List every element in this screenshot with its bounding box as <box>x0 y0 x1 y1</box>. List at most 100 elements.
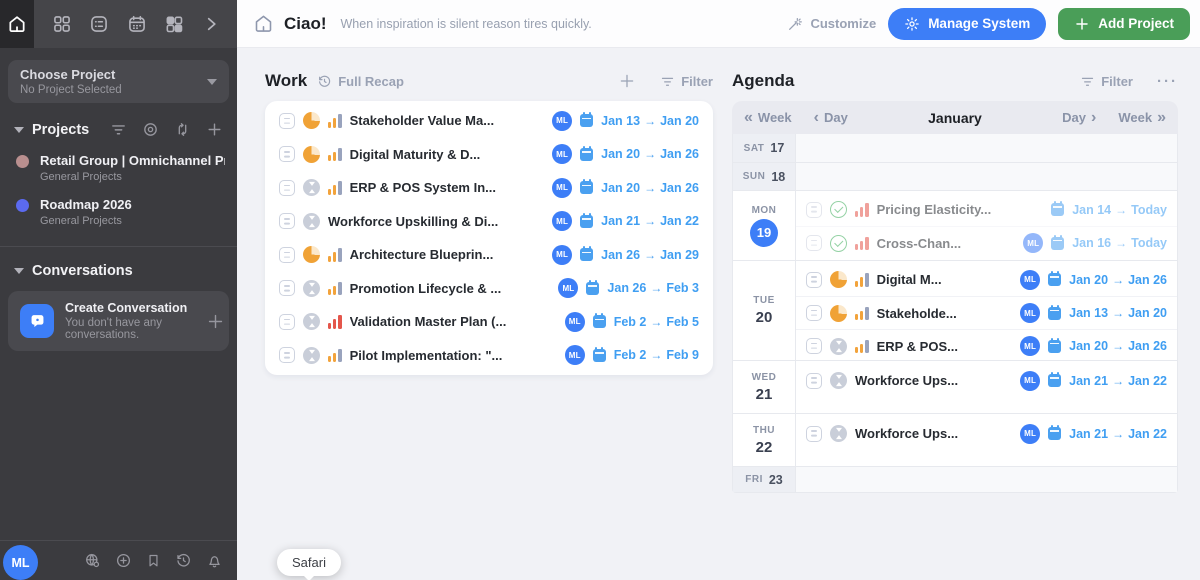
apps-grid-icon[interactable] <box>52 14 72 34</box>
agenda-item-row[interactable]: Pricing Elasticity... Jan 14 → Today <box>796 193 1177 226</box>
task-row[interactable]: Workforce Upskilling & Di... ML Jan 21 → J… <box>265 205 713 239</box>
today-badge: 19 <box>750 218 778 247</box>
add-circle-icon[interactable] <box>115 552 132 569</box>
task-row[interactable]: Architecture Blueprin... ML Jan 26 → Jan 2… <box>265 238 713 272</box>
bookmark-icon[interactable] <box>146 552 161 569</box>
task-row[interactable]: ERP & POS System In... ML Jan 20 → Jan 26 <box>265 171 713 205</box>
arrow-icon: → <box>644 180 657 195</box>
chevron-left-icon: ‹ <box>813 108 819 126</box>
task-card-icon <box>279 213 295 230</box>
task-card-icon <box>279 246 295 263</box>
work-title: Work <box>265 71 308 90</box>
status-icon <box>830 337 847 355</box>
caret-down-icon[interactable] <box>14 268 24 279</box>
day-cell[interactable]: FRI 23 <box>733 467 796 492</box>
agenda-item-row[interactable]: Stakeholde... ML Jan 13 → Jan 20 <box>796 296 1177 329</box>
bell-icon[interactable] <box>206 552 223 569</box>
next-day-button[interactable]: Day › <box>1062 109 1096 127</box>
task-title: Promotion Lifecycle & ... <box>349 280 502 296</box>
create-conversation-card[interactable]: Create Conversation You don't have any c… <box>8 291 229 351</box>
sidebar: Choose Project No Project Selected Proje… <box>0 0 237 580</box>
assignee-avatar: ML <box>552 177 573 198</box>
date-start: Jan 16 <box>1072 236 1112 250</box>
agenda-filter-button[interactable]: Filter <box>1080 74 1133 89</box>
manage-system-button[interactable]: Manage System <box>888 7 1047 40</box>
add-project-button[interactable]: Add Project <box>1058 7 1190 40</box>
home-nav-button[interactable] <box>0 0 34 48</box>
task-list-icon[interactable] <box>89 14 109 34</box>
day-label: FRI <box>745 474 763 485</box>
agenda-nav-bar: « Week ‹ Day January Day › Week » <box>732 101 1178 134</box>
assignee-avatar: ML <box>1020 423 1041 444</box>
task-row[interactable]: Validation Master Plan (... ML Feb 2 → Feb… <box>265 305 713 339</box>
work-filter-button[interactable]: Filter <box>660 74 713 89</box>
agenda-item-row[interactable]: ERP & POS... ML Jan 20 → Jan 26 <box>796 329 1177 362</box>
date-start: Jan 21 <box>1069 373 1109 388</box>
prev-week-button[interactable]: « Week <box>744 109 792 127</box>
agenda-item-row[interactable]: Cross-Chan... ML Jan 16 → Today <box>796 226 1177 259</box>
globe-search-icon[interactable] <box>84 552 101 569</box>
full-recap-button[interactable]: Full Recap <box>317 74 404 89</box>
agenda-item-row[interactable]: Workforce Ups... ML Jan 21 → Jan 22 <box>796 417 1177 450</box>
day-number: 18 <box>771 169 786 184</box>
task-title: Stakeholde... <box>876 305 957 321</box>
project-item[interactable]: Roadmap 2026 General Projects <box>0 190 237 234</box>
sidebar-top-nav <box>0 0 237 48</box>
task-title: Digital Maturity & D... <box>349 146 481 162</box>
date-end: Jan 26 <box>660 147 699 162</box>
day-cell[interactable]: SUN 18 <box>733 163 796 190</box>
date-start: Jan 21 <box>601 214 641 229</box>
assignee-avatar: ML <box>564 345 585 366</box>
customize-button[interactable]: Customize <box>787 16 876 32</box>
next-week-button[interactable]: Week » <box>1118 109 1166 127</box>
task-title: Workforce Ups... <box>855 426 959 441</box>
next-day-label: Day <box>1062 110 1087 125</box>
calendar-nav-icon[interactable] <box>127 14 147 34</box>
day-number: 23 <box>768 472 783 487</box>
project-item[interactable]: Retail Group | Omnichannel Pr... General… <box>0 146 237 190</box>
assignee-avatar: ML <box>552 244 573 265</box>
project-selector[interactable]: Choose Project No Project Selected <box>8 60 229 103</box>
arrow-icon: → <box>650 348 663 363</box>
prev-day-button[interactable]: ‹ Day <box>814 109 848 127</box>
more-options-icon[interactable]: ··· <box>1157 72 1178 90</box>
add-task-icon[interactable] <box>618 72 636 90</box>
day-cell[interactable]: TUE 20 <box>733 261 796 360</box>
task-card-icon <box>279 280 295 297</box>
day-cell[interactable]: THU 22 <box>733 414 796 466</box>
task-title: Stakeholder Value Ma... <box>349 113 495 129</box>
history-icon[interactable] <box>175 552 192 569</box>
assignee-avatar: ML <box>1020 370 1041 391</box>
arrow-icon: → <box>644 147 657 162</box>
flow-icon[interactable] <box>174 121 191 138</box>
user-avatar[interactable]: ML <box>3 545 38 580</box>
day-row: THU 22 Workforce Ups... ML Jan 21 → Jan 22 <box>733 413 1177 466</box>
task-title: Workforce Upskilling & Di... <box>328 213 499 229</box>
day-cell[interactable]: SAT 17 <box>733 134 796 162</box>
date-start: Jan 20 <box>601 180 641 195</box>
priority-icon <box>855 306 869 320</box>
main-area: Ciao! When inspiration is silent reason … <box>237 0 1200 580</box>
day-cell[interactable]: WED 21 <box>733 361 796 413</box>
target-icon[interactable] <box>142 121 159 138</box>
filter-icon[interactable] <box>110 121 127 138</box>
caret-down-icon[interactable] <box>14 126 24 138</box>
home-outline-icon <box>253 13 274 34</box>
task-row[interactable]: Digital Maturity & D... ML Jan 20 → Jan 26 <box>265 138 713 172</box>
create-conversation-subtitle: You don't have any conversations. <box>65 317 163 341</box>
task-row[interactable]: Pilot Implementation: "... ML Feb 2 → Feb … <box>265 339 713 373</box>
date-start: Jan 26 <box>601 247 641 262</box>
agenda-item-row[interactable]: Digital M... ML Jan 20 → Jan 26 <box>796 263 1177 296</box>
add-project-icon[interactable] <box>206 121 223 138</box>
task-row[interactable]: Promotion Lifecycle & ... ML Jan 26 → Feb … <box>265 272 713 306</box>
arrow-icon: → <box>1115 202 1128 217</box>
date-end: Jan 26 <box>660 180 699 195</box>
task-row[interactable]: Stakeholder Value Ma... ML Jan 13 → Jan 20 <box>265 104 713 138</box>
day-cell-today[interactable]: MON 19 <box>733 191 796 260</box>
agenda-item-row[interactable]: Workforce Ups... ML Jan 21 → Jan 22 <box>796 364 1177 397</box>
status-icon <box>303 112 320 130</box>
expand-right-icon[interactable] <box>202 15 220 33</box>
widgets-icon[interactable] <box>164 14 184 34</box>
add-conversation-icon[interactable] <box>206 312 225 331</box>
arrow-icon: → <box>1112 426 1125 441</box>
